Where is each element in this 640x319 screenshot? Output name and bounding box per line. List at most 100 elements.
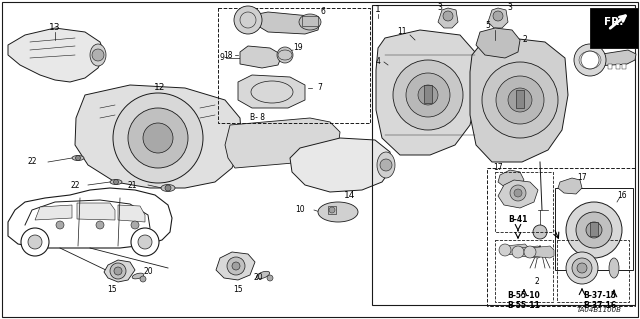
- Ellipse shape: [377, 152, 395, 178]
- Circle shape: [92, 49, 104, 61]
- Bar: [516, 90, 524, 108]
- Polygon shape: [518, 246, 542, 258]
- Text: TA04B1100B: TA04B1100B: [577, 307, 622, 313]
- Circle shape: [586, 222, 602, 238]
- Bar: [608, 64, 612, 69]
- Polygon shape: [35, 205, 72, 220]
- Text: 20: 20: [143, 268, 153, 277]
- Bar: [302, 16, 318, 26]
- Text: 12: 12: [154, 84, 166, 93]
- Ellipse shape: [299, 14, 321, 30]
- Polygon shape: [290, 138, 392, 192]
- Circle shape: [577, 263, 587, 273]
- Polygon shape: [225, 118, 340, 168]
- Circle shape: [165, 185, 171, 191]
- Text: B-55-10: B-55-10: [508, 292, 540, 300]
- Circle shape: [21, 228, 49, 256]
- Polygon shape: [488, 8, 508, 28]
- Circle shape: [114, 267, 122, 275]
- Polygon shape: [558, 178, 582, 194]
- Circle shape: [499, 244, 511, 256]
- Circle shape: [443, 11, 453, 21]
- Circle shape: [581, 51, 599, 69]
- Text: 3: 3: [508, 4, 513, 12]
- Polygon shape: [8, 28, 105, 82]
- Ellipse shape: [161, 184, 175, 191]
- Text: 16: 16: [617, 190, 627, 199]
- Circle shape: [76, 155, 81, 160]
- Text: 1: 1: [375, 5, 381, 14]
- Circle shape: [128, 108, 188, 168]
- Circle shape: [329, 207, 335, 213]
- Text: 11: 11: [397, 27, 407, 36]
- Circle shape: [524, 246, 536, 258]
- Circle shape: [508, 88, 532, 112]
- Bar: [590, 222, 598, 236]
- Circle shape: [406, 73, 450, 117]
- Circle shape: [493, 11, 503, 21]
- Circle shape: [232, 262, 240, 270]
- Ellipse shape: [257, 271, 269, 279]
- Text: B-41: B-41: [508, 216, 528, 225]
- Text: 14: 14: [344, 190, 356, 199]
- Polygon shape: [438, 8, 458, 28]
- Text: 15: 15: [107, 286, 117, 294]
- Circle shape: [277, 47, 293, 63]
- Text: 9: 9: [220, 54, 225, 63]
- Bar: [590, 8, 638, 48]
- Circle shape: [113, 180, 118, 184]
- Ellipse shape: [72, 155, 84, 160]
- Polygon shape: [240, 46, 282, 68]
- Text: B- 8: B- 8: [250, 114, 266, 122]
- Polygon shape: [104, 260, 135, 282]
- Bar: [616, 64, 620, 69]
- Polygon shape: [476, 28, 520, 58]
- Polygon shape: [498, 170, 524, 188]
- Polygon shape: [77, 203, 115, 220]
- Ellipse shape: [90, 44, 106, 66]
- Text: 19: 19: [293, 43, 303, 53]
- Text: 3: 3: [438, 4, 442, 12]
- Text: 22: 22: [70, 181, 80, 189]
- Polygon shape: [238, 75, 305, 108]
- Ellipse shape: [609, 258, 619, 278]
- Circle shape: [566, 252, 598, 284]
- Text: 20: 20: [253, 273, 263, 283]
- Polygon shape: [498, 180, 538, 208]
- Polygon shape: [596, 50, 636, 66]
- Bar: [487, 168, 635, 306]
- Circle shape: [496, 76, 544, 124]
- Text: 17: 17: [577, 174, 587, 182]
- Bar: [372, 5, 635, 305]
- Circle shape: [393, 60, 463, 130]
- Text: 10: 10: [295, 205, 305, 214]
- Circle shape: [510, 185, 526, 201]
- Text: 7: 7: [317, 84, 323, 93]
- Circle shape: [140, 276, 146, 282]
- Bar: [218, 8, 370, 123]
- Text: 2: 2: [523, 35, 527, 44]
- Text: 15: 15: [233, 286, 243, 294]
- Bar: [495, 240, 553, 302]
- Polygon shape: [216, 252, 255, 280]
- Circle shape: [514, 189, 522, 197]
- Circle shape: [28, 235, 42, 249]
- Circle shape: [418, 85, 438, 105]
- Text: 5: 5: [486, 20, 490, 29]
- Circle shape: [574, 44, 606, 76]
- Circle shape: [234, 6, 262, 34]
- Bar: [495, 172, 553, 232]
- Text: 22: 22: [28, 158, 36, 167]
- Circle shape: [576, 212, 612, 248]
- Polygon shape: [75, 85, 242, 188]
- Text: B-37-16: B-37-16: [584, 300, 616, 309]
- Text: 2: 2: [534, 278, 540, 286]
- Polygon shape: [470, 38, 568, 162]
- Circle shape: [113, 93, 203, 183]
- Circle shape: [267, 275, 273, 281]
- Ellipse shape: [132, 273, 144, 279]
- Ellipse shape: [110, 180, 122, 184]
- Text: 4: 4: [376, 57, 380, 66]
- Ellipse shape: [318, 202, 358, 222]
- Text: 18: 18: [223, 50, 233, 60]
